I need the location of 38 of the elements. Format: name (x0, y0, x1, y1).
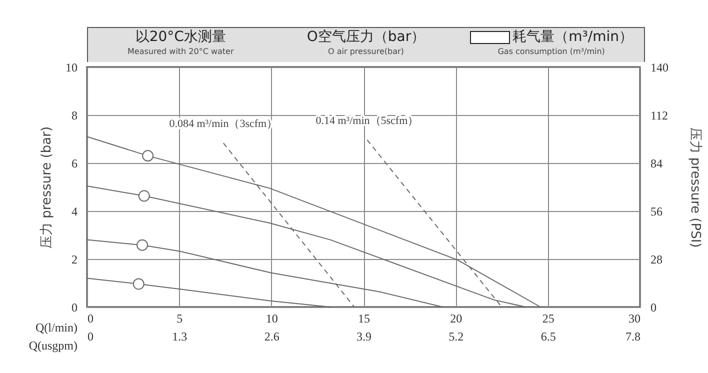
x2-tick-label: 6.5 (540, 330, 556, 344)
y-tick-label: 6 (72, 156, 78, 170)
y-tick-label: 4 (72, 204, 78, 218)
y-axis-title: 压力 pressure (bar) (40, 126, 54, 249)
text: O空气压力（bar） (306, 28, 426, 46)
text: 以20°C水测量 (134, 28, 227, 46)
x-tick-label: 20 (450, 312, 462, 326)
y-tick-label: 2 (72, 252, 78, 266)
x-tick-label: 10 (266, 312, 278, 326)
x-tick-label: 0 (88, 312, 94, 326)
x-tick-label: 5 (176, 312, 183, 326)
y2-tick-label: 112 (650, 108, 668, 122)
x2-axis-title: Q(usgpm) (28, 338, 78, 352)
text: O air pressure(bar) (327, 46, 405, 57)
text: 耗气量（m³/min） (512, 28, 634, 46)
x-tick-label: 15 (358, 312, 370, 326)
y-tick-label: 8 (72, 108, 78, 122)
y2-tick-label: 0 (650, 300, 656, 314)
x-tick-label: 30 (628, 312, 640, 326)
text: Measured with 20°C water (126, 46, 235, 57)
y2-tick-label: 56 (650, 204, 662, 218)
y2-axis-title: 压力 pressure (PSI) (688, 127, 702, 248)
x2-tick-label: 1.3 (172, 330, 188, 344)
y2-tick-label: 28 (650, 252, 662, 266)
y2-tick-label: 140 (650, 60, 668, 74)
x-tick-label: 25 (542, 312, 554, 326)
y-tick-label: 10 (66, 60, 78, 74)
x2-tick-label: 3.9 (356, 330, 372, 344)
y-tick-label: 0 (72, 300, 78, 314)
x-axis-title: Q(l/min) (36, 320, 78, 334)
y2-tick-label: 84 (650, 156, 662, 170)
x2-tick-label: 5.2 (448, 330, 464, 344)
line-series (86, 278, 331, 308)
line-series (86, 136, 541, 308)
text: Gas consumption (m³/min) (496, 46, 606, 57)
x2-tick-label: 7.8 (626, 330, 640, 344)
x2-tick-label: 0 (88, 330, 94, 344)
x2-tick-label: 2.6 (264, 330, 280, 344)
